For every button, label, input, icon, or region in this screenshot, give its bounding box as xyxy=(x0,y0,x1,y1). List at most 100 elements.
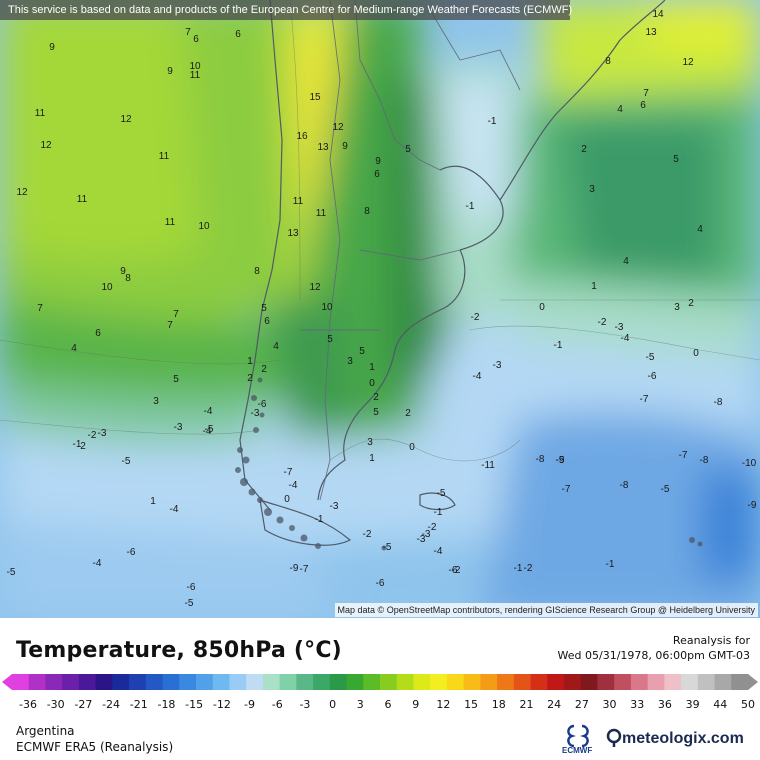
contour-value-label: -2 xyxy=(470,312,480,323)
map-attribution[interactable]: Map data © OpenStreetMap contributors, r… xyxy=(334,603,758,617)
contour-value-label: 1 xyxy=(369,362,375,373)
contour-value-label: 12 xyxy=(16,187,28,198)
colorbar-swatch xyxy=(112,674,130,690)
contour-value-label: 10 xyxy=(198,221,210,232)
colorbar-swatch xyxy=(45,674,63,690)
contour-value-label: 1 xyxy=(369,453,375,464)
contour-value-label: -5 xyxy=(121,456,131,467)
colorbar-tick-label: 15 xyxy=(464,698,479,711)
contour-value-label: 11 xyxy=(76,194,88,205)
contour-value-label: 14 xyxy=(652,9,664,20)
colorbar-swatch xyxy=(196,674,214,690)
archipelago xyxy=(235,377,703,551)
colorbar-swatch xyxy=(145,674,164,690)
colorbar-swatch xyxy=(179,674,197,690)
contour-value-label: -4 xyxy=(472,371,482,382)
valid-time: Wed 05/31/1978, 06:00pm GMT-03 xyxy=(557,649,750,662)
colorbar-tick-label: -9 xyxy=(244,698,256,711)
contour-value-label: -4 xyxy=(288,480,298,491)
contour-value-label: -5 xyxy=(645,352,655,363)
coastlines xyxy=(239,0,666,546)
colorbar-tick-label: -15 xyxy=(185,698,204,711)
contour-value-label: 5 xyxy=(373,407,379,418)
colorbar-swatch xyxy=(697,674,716,690)
contour-value-label: -7 xyxy=(639,394,649,405)
contour-value-label: -3 xyxy=(492,360,502,371)
contour-value-label: 2 xyxy=(688,298,694,309)
contour-value-label: -7 xyxy=(283,467,293,478)
contour-value-label: 1 xyxy=(591,281,597,292)
colorbar-tick-label: 12 xyxy=(436,698,451,711)
isotherms xyxy=(0,0,760,462)
colorbar-max-arrow xyxy=(748,674,758,690)
colorbar-min-arrow xyxy=(2,674,12,690)
contour-value-label: -11 xyxy=(481,460,495,471)
contour-value-label: 9 xyxy=(49,42,55,53)
colorbar-tick-label: -6 xyxy=(271,698,283,711)
contour-value-label: -6 xyxy=(375,578,385,589)
contour-value-label: -4 xyxy=(202,426,212,437)
contour-value-label: -9 xyxy=(747,500,757,511)
contour-value-label: 6 xyxy=(640,100,646,111)
colorbar-tick-label: -24 xyxy=(102,698,121,711)
colorbar-swatch xyxy=(279,674,297,690)
contour-value-label: 3 xyxy=(367,437,373,448)
contour-value-label: -3 xyxy=(421,529,431,540)
contour-value-label: 12 xyxy=(120,114,132,125)
contour-value-label: -8 xyxy=(619,480,629,491)
contour-value-label: 6 xyxy=(193,34,199,45)
colorbar-swatch xyxy=(513,674,532,690)
contour-value-label: -1 xyxy=(513,563,523,574)
contour-value-label: -3 xyxy=(250,408,260,419)
colorbar-swatch xyxy=(28,674,47,690)
colorbar-swatch xyxy=(396,674,415,690)
contour-value-label: -5 xyxy=(184,598,194,609)
colorbar-swatch xyxy=(380,674,398,690)
contour-value-label: 1 xyxy=(150,496,156,507)
colorbar-tick-label: -30 xyxy=(46,698,65,711)
contour-value-label: -3 xyxy=(173,422,183,433)
contour-value-label: 2 xyxy=(581,144,587,155)
contour-value-label: 11 xyxy=(315,208,327,219)
colorbar-swatch xyxy=(463,674,481,690)
contour-value-label: -8 xyxy=(699,455,709,466)
meteologix-logo-text[interactable]: meteologix.com xyxy=(622,730,744,747)
colorbar-swatch xyxy=(564,674,582,690)
colorbar-swatch xyxy=(580,674,599,690)
colorbar-tick-label: 44 xyxy=(713,698,728,711)
contour-value-label: -9 xyxy=(555,455,565,466)
colorbar-tick-label: -12 xyxy=(212,698,231,711)
contour-value-label: -3 xyxy=(97,428,107,439)
temperature-map[interactable]: This service is based on data and produc… xyxy=(0,0,760,618)
contour-value-label: 4 xyxy=(623,256,629,267)
colorbar-swatch xyxy=(262,674,281,690)
contour-value-label: -7 xyxy=(678,450,688,461)
contour-value-label: 13 xyxy=(645,27,657,38)
colorbar-swatch xyxy=(162,674,180,690)
contour-value-label: 2 xyxy=(405,408,411,419)
contour-value-label: 8 xyxy=(125,273,131,284)
colorbar-swatch xyxy=(296,674,314,690)
contour-value-label: 10 xyxy=(189,61,201,72)
colorbar-swatch xyxy=(313,674,331,690)
colorbar-swatch xyxy=(530,674,548,690)
colorbar-tick-label: 6 xyxy=(384,698,392,711)
contour-value-label: -3 xyxy=(614,322,624,333)
contour-value-label: 7 xyxy=(167,320,173,331)
contour-value-label: -3 xyxy=(329,501,339,512)
colorbar-tick-label: -3 xyxy=(299,698,311,711)
contour-value-label: -5 xyxy=(204,424,214,435)
contour-value-label: -1 xyxy=(72,439,82,450)
colorbar-tick-label: -18 xyxy=(157,698,176,711)
contour-value-label: 9 xyxy=(342,141,348,152)
colorbar-swatch xyxy=(246,674,264,690)
colorbar-swatch xyxy=(363,674,381,690)
colorbar-swatch xyxy=(630,674,649,690)
model-label: ECMWF ERA5 (Reanalysis) xyxy=(16,740,174,754)
colorbar-swatch xyxy=(78,674,97,690)
contour-value-label: 7 xyxy=(185,27,191,38)
contour-value-label: -2 xyxy=(87,430,97,441)
contour-value-label: 8 xyxy=(254,266,260,277)
colorbar-tick-label: -21 xyxy=(129,698,148,711)
colorbar-swatch xyxy=(346,674,364,690)
